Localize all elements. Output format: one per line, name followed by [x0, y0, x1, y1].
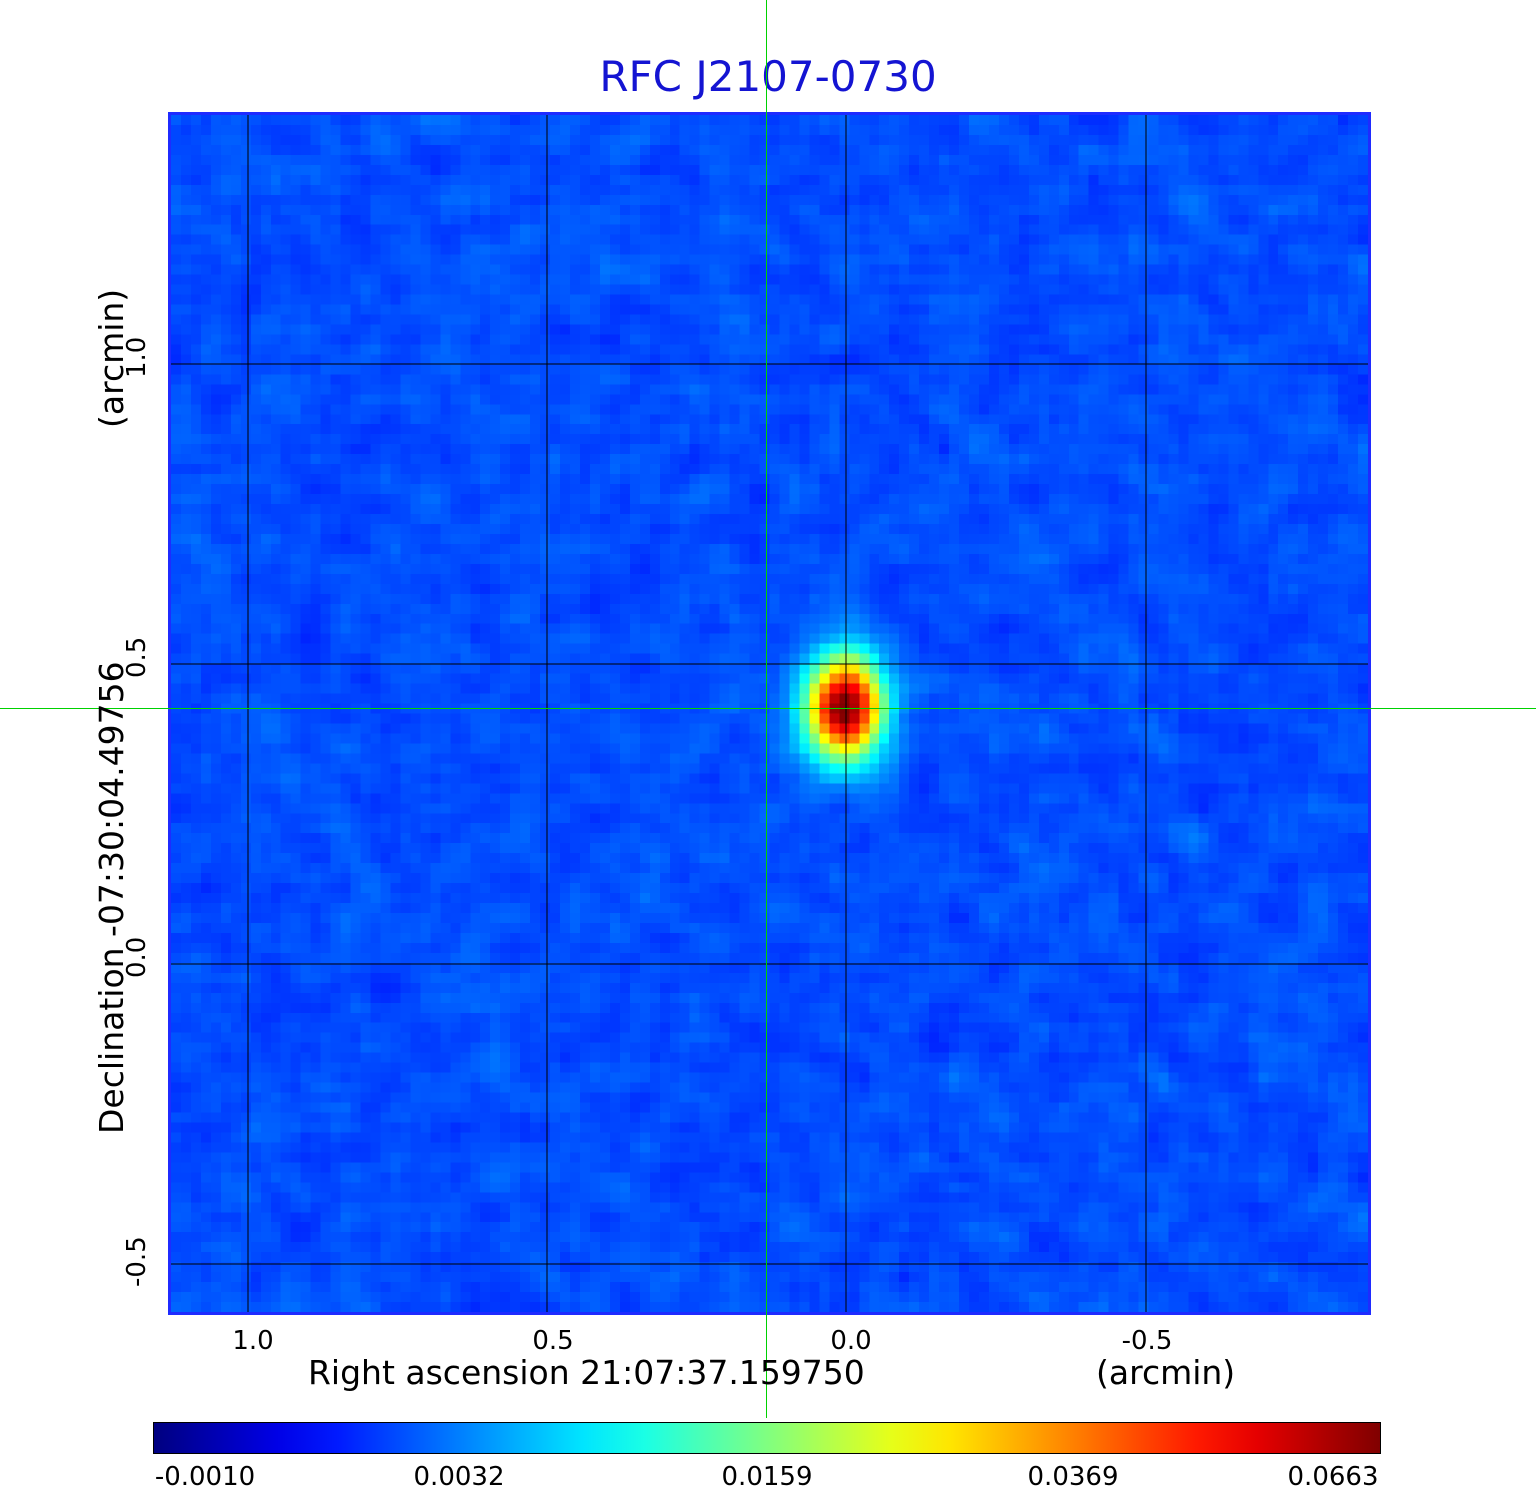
colorbar-tick-label: -0.0010: [154, 1462, 256, 1492]
y-tick-label: -0.5: [122, 1236, 152, 1287]
radio-map-image: [168, 112, 1371, 1315]
colorbar-tick-label: 0.0663: [1287, 1462, 1379, 1492]
colorbar-tick-label: 0.0159: [721, 1462, 813, 1492]
y-axis-unit: (arcmin): [92, 288, 131, 428]
crosshair-vertical: [766, 0, 767, 1418]
x-tick-label: 0.5: [532, 1326, 574, 1356]
x-axis-unit: (arcmin): [1096, 1353, 1236, 1392]
colorbar-tick-label: 0.0032: [413, 1462, 505, 1492]
figure-title: RFC J2107-0730: [599, 52, 937, 101]
x-tick-label: 1.0: [232, 1326, 274, 1356]
x-axis-label: Right ascension 21:07:37.159750: [308, 1353, 865, 1392]
colorbar: [153, 1422, 1381, 1454]
x-tick-label: 0.0: [830, 1326, 872, 1356]
radio-map-canvas: [171, 115, 1368, 1312]
coordinate-grid: [171, 115, 1368, 1312]
x-tick-label: -0.5: [1121, 1326, 1173, 1356]
y-axis-label: Declination -07:30:04.49756: [92, 661, 131, 1134]
crosshair-horizontal: [0, 708, 1536, 709]
colorbar-tick-label: 0.0369: [1027, 1462, 1119, 1492]
